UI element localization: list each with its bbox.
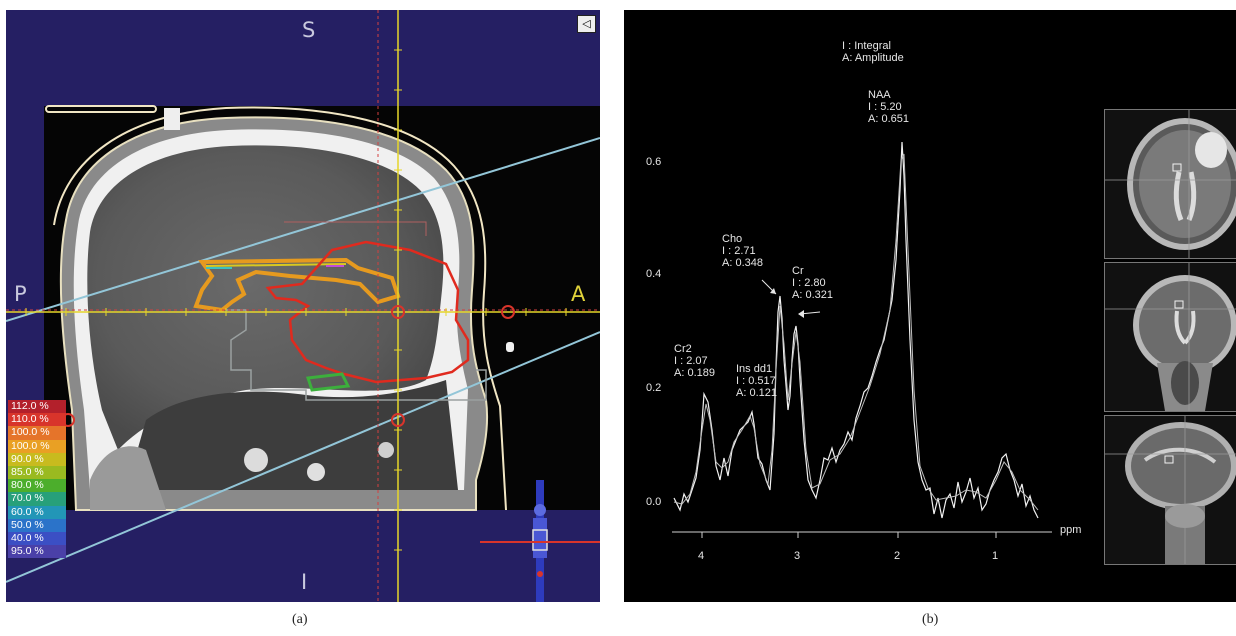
peak-integral-cr2: I : 2.07 <box>674 355 708 367</box>
bone-fragment <box>244 448 268 472</box>
skull-base <box>126 380 458 490</box>
dose-legend-item: 40.0 % <box>8 531 66 546</box>
dose-legend-item: 85.0 % <box>8 465 66 480</box>
axis-ticks <box>701 532 997 538</box>
dose-legend: 112.0 % 110.0 % 100.0 % 100.0 % 90.0 % 85.0 %… <box>8 400 66 559</box>
peak-amplitude-ins: A: 0.121 <box>736 387 777 399</box>
y-tick-label: 0.6 <box>646 156 662 168</box>
planning-line <box>6 137 600 322</box>
isocenter-marker <box>501 305 515 319</box>
structure-contour <box>226 309 487 401</box>
spectrum-fit-trace <box>673 153 1039 511</box>
body-contour <box>53 106 507 511</box>
peak-label-naa: NAA <box>868 89 891 101</box>
peak-label-cho: Cho <box>722 233 743 245</box>
peak-integral-cho: I : 2.71 <box>722 245 756 257</box>
dose-legend-item: 90.0 % <box>8 452 66 466</box>
peak-integral-cr: I : 2.80 <box>792 277 826 289</box>
x-tick-label: 4 <box>698 550 705 562</box>
y-tick-label: 0.0 <box>646 496 662 508</box>
dose-contour-yellow <box>205 263 347 267</box>
dose-contour-orange <box>193 257 401 313</box>
organ-contour-green <box>305 372 351 392</box>
orientation-label-anterior: A <box>571 282 586 306</box>
isocenter-marker <box>391 413 405 427</box>
dose-legend-item: 112.0 % <box>8 400 66 414</box>
x-tick-label: 3 <box>794 550 801 562</box>
y-tick-label: 0.4 <box>646 268 662 280</box>
collapse-panel-button[interactable]: ◁ <box>577 15 596 33</box>
peak-integral-ins: I : 0.517 <box>736 375 776 387</box>
bone-fragment <box>307 463 325 481</box>
structure-contour <box>284 221 427 236</box>
orientation-label-posterior: P <box>14 282 27 306</box>
peak-arrow-head <box>798 310 804 318</box>
mr-spectroscopy-panel: I : Integral A: Amplitude NAA I : 5.20 A… <box>624 10 1236 602</box>
ct-scan-image <box>6 10 600 602</box>
x-tick-label: 1 <box>992 550 999 562</box>
crosshair-ticks <box>25 49 567 551</box>
marker-tab <box>164 108 180 130</box>
dose-legend-item: 100.0 % <box>8 439 66 453</box>
x-tick-label: 2 <box>894 550 901 562</box>
peak-amplitude-naa: A: 0.651 <box>868 113 909 125</box>
legend-amplitude: A: Amplitude <box>842 52 904 64</box>
tumor-contour <box>265 240 470 384</box>
spectrum-plot <box>672 141 1052 538</box>
peak-label-ins: Ins dd1 <box>736 363 773 375</box>
dose-legend-item: 60.0 % <box>8 505 66 519</box>
peak-amplitude-cr: A: 0.321 <box>792 289 833 301</box>
dose-legend-item: 95.0 % <box>8 545 66 559</box>
x-axis-unit: ppm <box>1060 524 1082 536</box>
dose-legend-item: 80.0 % <box>8 479 66 493</box>
peak-label-cr: Cr <box>792 265 804 277</box>
face-soft-tissue <box>90 446 166 510</box>
mri-axial-thumbnail[interactable] <box>1104 109 1236 259</box>
dose-legend-item: 110.0 % <box>8 413 66 427</box>
planning-line <box>6 331 600 583</box>
y-tick-label: 0.2 <box>646 382 662 394</box>
orientation-label-inferior: I <box>301 570 308 594</box>
isocenter-marker <box>391 305 405 319</box>
external-marker <box>506 342 514 352</box>
orientation-label-superior: S <box>302 18 316 42</box>
legend-integral: I : Integral <box>842 40 891 52</box>
dose-legend-item: 70.0 % <box>8 492 66 506</box>
orientation-figure-icon <box>480 480 600 602</box>
peak-amplitude-cr2: A: 0.189 <box>674 367 715 379</box>
peak-label-cr2: Cr2 <box>674 343 692 355</box>
peak-integral-naa: I : 5.20 <box>868 101 902 113</box>
mri-coronal-thumbnail[interactable] <box>1104 262 1236 412</box>
marker-bar <box>45 105 157 113</box>
mri-sagittal-thumbnail[interactable] <box>1104 415 1236 565</box>
ct-sagittal-panel: S I P A ◁ 112.0 % 110.0 % 100.0 % 100.0 % 90… <box>6 10 600 602</box>
figure-caption-a: (a) <box>292 612 308 627</box>
peak-amplitude-cho: A: 0.348 <box>722 257 763 269</box>
figure-caption-b: (b) <box>922 612 939 627</box>
dose-legend-item: 50.0 % <box>8 518 66 532</box>
dose-legend-item: 100.0 % <box>8 426 66 440</box>
peak-arrow-head <box>770 288 776 294</box>
bone-fragment <box>378 442 394 458</box>
triangle-left-icon: ◁ <box>582 18 591 30</box>
